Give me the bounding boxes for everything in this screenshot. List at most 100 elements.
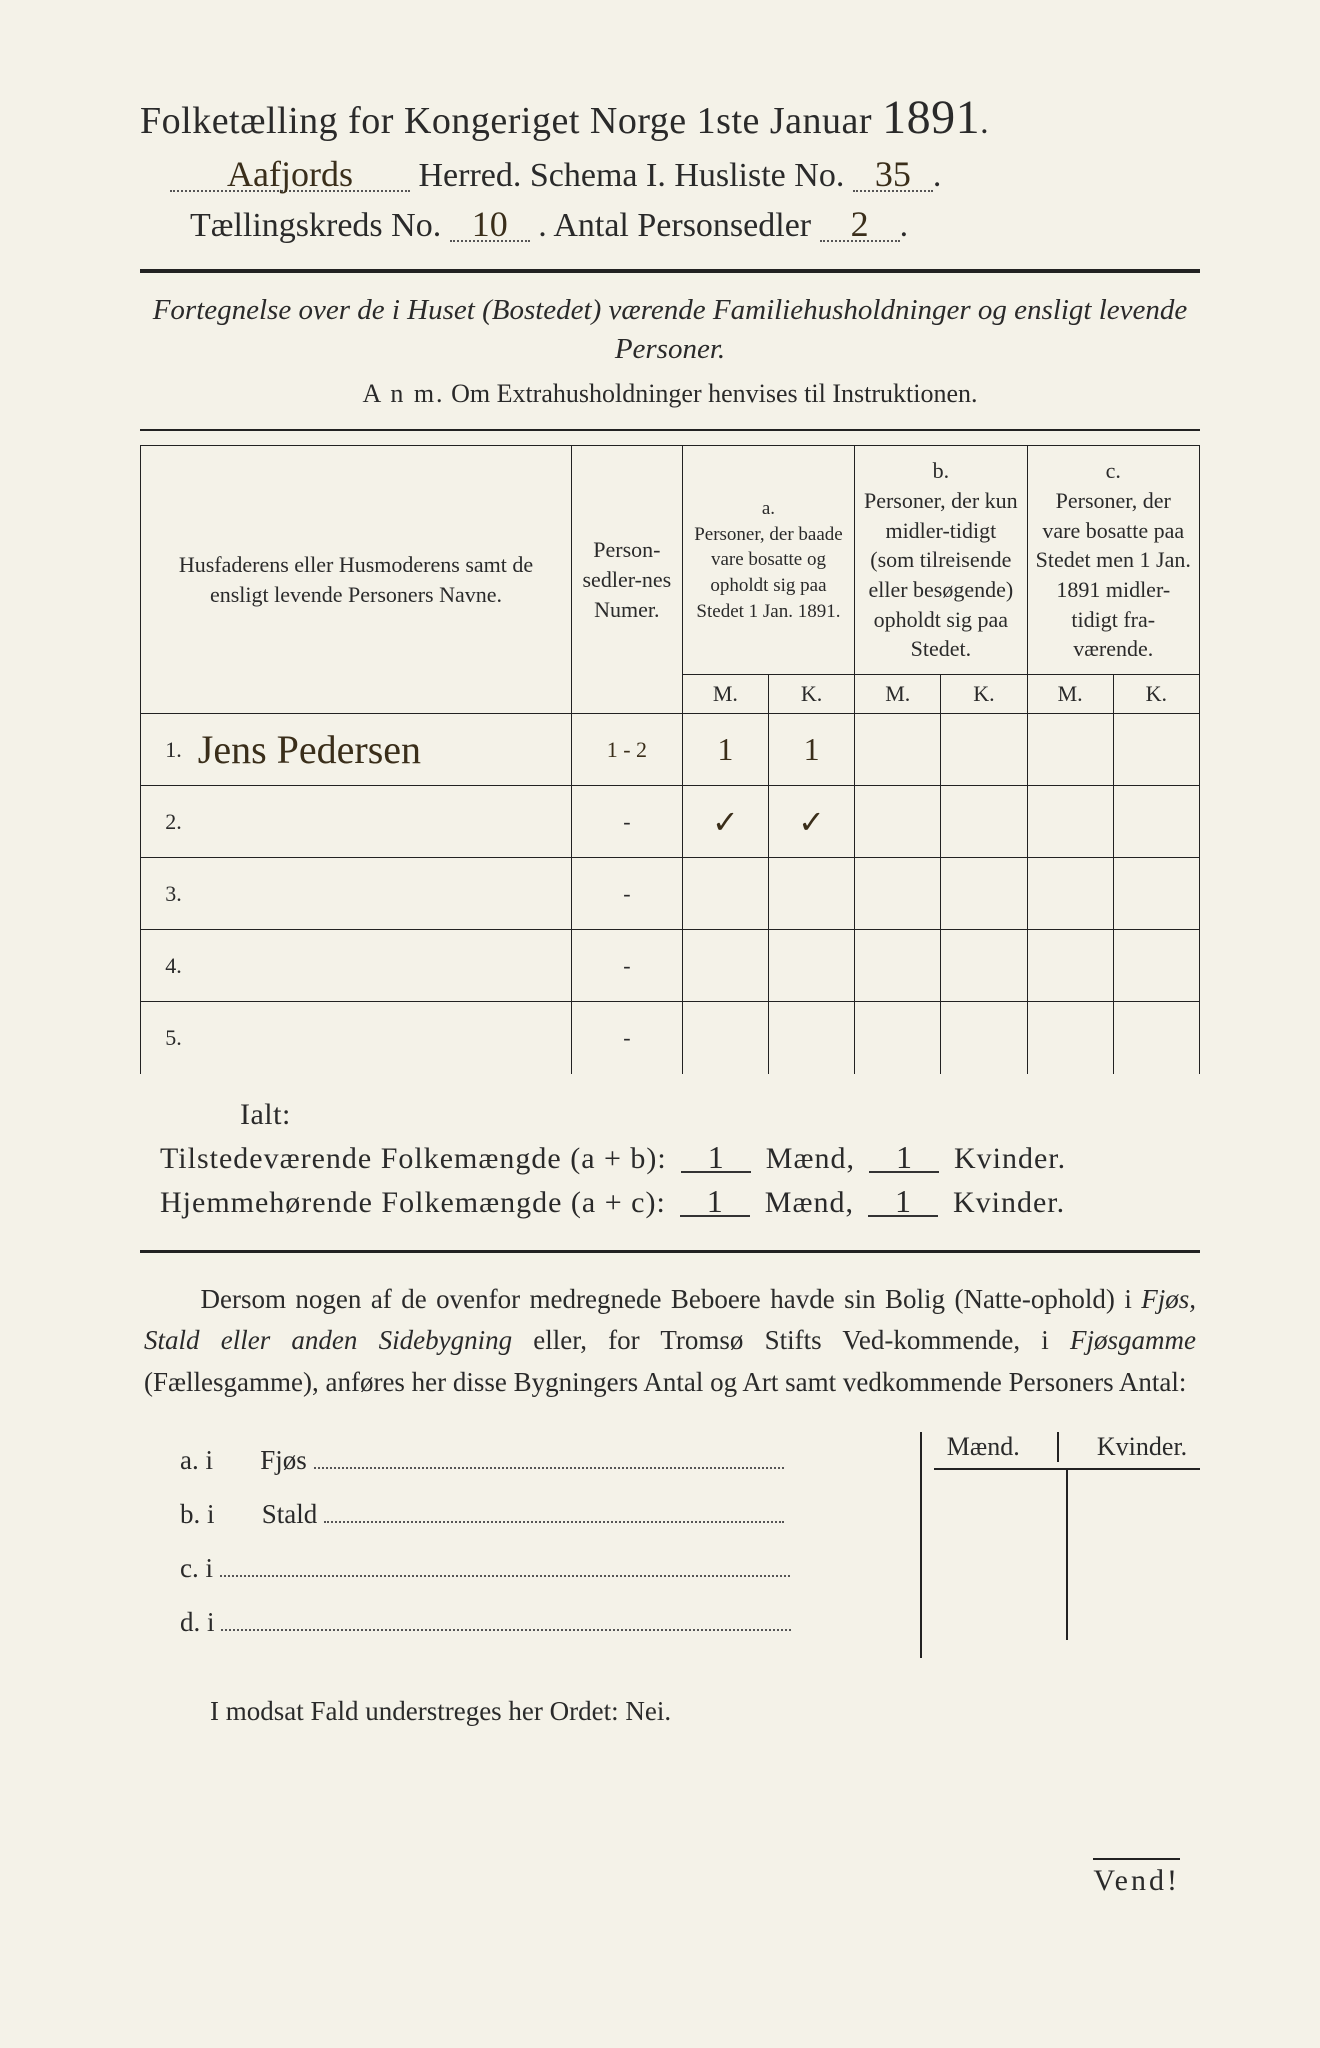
personsedler-label: . Antal Personsedler xyxy=(538,207,819,244)
anm-text: Om Extrahusholdninger henvises til Instr… xyxy=(445,379,978,408)
rule-3 xyxy=(140,1250,1200,1253)
kvinder: Kvinder. xyxy=(954,1142,1066,1175)
dot-leader xyxy=(220,1550,790,1577)
title-line-3: Tællingskreds No. 10 . Antal Personsedle… xyxy=(190,207,1200,245)
cell-cK xyxy=(1113,714,1199,786)
title-year: 1891 xyxy=(882,91,980,144)
cell-aM: ✓ xyxy=(712,804,739,840)
dersom-paragraph: Dersom nogen af de ovenfor medregnede Be… xyxy=(144,1279,1196,1405)
col-a: a. Personer, der baade vare bosatte og o… xyxy=(682,446,854,675)
dot-leader xyxy=(324,1496,784,1523)
cell-bM xyxy=(855,714,941,786)
cell-aM xyxy=(682,930,768,1002)
table-row: 4. - xyxy=(141,930,1200,1002)
cell-aK xyxy=(768,930,854,1002)
census-form-page: Folketælling for Kongeriget Norge 1ste J… xyxy=(0,0,1320,2048)
row-name: Jens Pedersen xyxy=(198,727,421,772)
a-k: K. xyxy=(768,675,854,714)
row-nums: - xyxy=(571,786,682,858)
kreds-label: Tællingskreds No. xyxy=(190,207,450,244)
cell-cK xyxy=(1113,930,1199,1002)
buildings-right-head: Mænd. Kvinder. xyxy=(934,1432,1200,1470)
resident-k: 1 xyxy=(868,1188,938,1217)
cell-cM xyxy=(1027,786,1113,858)
resident-label: Hjemmehørende Folkemængde (a + c): xyxy=(160,1186,666,1219)
cell-bK xyxy=(941,858,1027,930)
resident-line: Hjemmehørende Folkemængde (a + c): 1 Mæn… xyxy=(160,1186,1200,1220)
row-name xyxy=(190,930,572,1002)
a-text: Personer, der baade vare bosatte og opho… xyxy=(691,522,846,625)
col-nums: Person-sedler-nes Numer. xyxy=(571,446,682,714)
row-num: 4. xyxy=(141,930,190,1002)
title-period: . xyxy=(980,104,989,141)
row-name xyxy=(190,786,572,858)
row-nums: - xyxy=(571,1002,682,1074)
buildings-block: a. i Fjøs b. i Stald c. i d. i Mæn xyxy=(140,1432,1200,1658)
row-name xyxy=(190,1002,572,1074)
dersom-e2: Fjøsgamme xyxy=(1070,1325,1196,1355)
households-table: Husfaderens eller Husmoderens samt de en… xyxy=(140,445,1200,1073)
cell-cK xyxy=(1113,786,1199,858)
dersom-t3: (Fællesgamme), anføres her disse Bygning… xyxy=(144,1367,1186,1397)
cell-cK xyxy=(1113,1002,1199,1074)
row-nums: - xyxy=(571,930,682,1002)
cell-bK xyxy=(941,714,1027,786)
building-row: a. i Fjøs xyxy=(180,1442,900,1476)
cell-cM xyxy=(1027,714,1113,786)
nei-line: I modsat Fald understreges her Ordet: Ne… xyxy=(210,1696,1200,1727)
cell-aM: 1 xyxy=(717,731,733,767)
present-k: 1 xyxy=(869,1144,939,1173)
col-c: c. Personer, der vare bosatte paa Stedet… xyxy=(1027,446,1199,675)
a-m: M. xyxy=(682,675,768,714)
row-num: 5. xyxy=(141,1002,190,1074)
row-num: 1. xyxy=(141,714,190,786)
husliste-period: . xyxy=(933,157,942,194)
kreds-field: 10 xyxy=(450,208,530,242)
personsedler-field: 2 xyxy=(820,208,900,242)
title-line-1: Folketælling for Kongeriget Norge 1ste J… xyxy=(140,90,1200,145)
title-text: Folketælling for Kongeriget Norge 1ste J… xyxy=(140,100,882,142)
table-row: 5. - xyxy=(141,1002,1200,1074)
cell-aK xyxy=(768,1002,854,1074)
building-row: c. i xyxy=(180,1550,900,1584)
anm-label: A n m. xyxy=(362,379,444,408)
building-name: Fjøs xyxy=(260,1445,307,1475)
col-b: b. Personer, der kun midler-tidigt (som … xyxy=(855,446,1027,675)
cell-bK xyxy=(941,930,1027,1002)
building-label: b. i xyxy=(180,1499,215,1529)
buildings-right: Mænd. Kvinder. xyxy=(920,1432,1200,1658)
rule-1 xyxy=(140,269,1200,273)
col-names: Husfaderens eller Husmoderens samt de en… xyxy=(141,446,572,714)
table-row: 3. - xyxy=(141,858,1200,930)
vend-label: Vend! xyxy=(1093,1858,1180,1898)
buildings-left: a. i Fjøs b. i Stald c. i d. i xyxy=(140,1432,900,1658)
row-nums: 1 - 2 xyxy=(607,737,647,762)
present-line: Tilstedeværende Folkemængde (a + b): 1 M… xyxy=(160,1142,1200,1176)
dersom-t2: eller, for Tromsø Stifts Ved-kommende, i xyxy=(512,1325,1070,1355)
dot-leader xyxy=(221,1604,791,1631)
cell-cM xyxy=(1027,930,1113,1002)
row-num: 3. xyxy=(141,858,190,930)
building-label: d. i xyxy=(180,1607,215,1637)
c-k: K. xyxy=(1113,675,1199,714)
tail-period: . xyxy=(900,207,909,244)
fortegnelse-text: Fortegnelse over de i Huset (Bostedet) v… xyxy=(140,291,1200,369)
b-k: K. xyxy=(941,675,1027,714)
cell-cM xyxy=(1027,858,1113,930)
row-nums: - xyxy=(571,858,682,930)
building-label: c. i xyxy=(180,1553,213,1583)
a-label: a. xyxy=(691,496,846,522)
resident-m: 1 xyxy=(680,1188,750,1217)
cell-bM xyxy=(855,1002,941,1074)
cell-bM xyxy=(855,858,941,930)
cell-cM xyxy=(1027,1002,1113,1074)
head-kvinder: Kvinder. xyxy=(1097,1432,1187,1462)
building-name: Stald xyxy=(262,1499,318,1529)
b-text: Personer, der kun midler-tidigt (som til… xyxy=(863,486,1018,664)
table-row: 1. Jens Pedersen 1 - 2 1 1 xyxy=(141,714,1200,786)
cell-bK xyxy=(941,786,1027,858)
ialt-label: Ialt: xyxy=(240,1098,1200,1132)
dot-leader xyxy=(314,1442,784,1469)
title-line-2: Aafjords Herred. Schema I. Husliste No. … xyxy=(170,157,1200,195)
cell-bM xyxy=(855,930,941,1002)
